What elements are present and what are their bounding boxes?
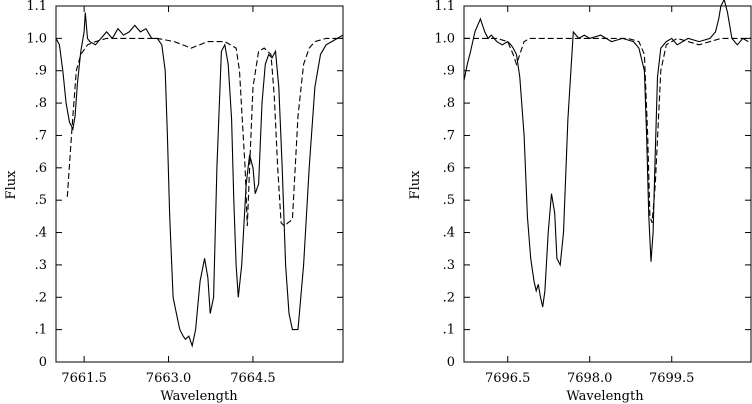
y-tick-label: .4 (443, 226, 455, 241)
y-axis-label-left: Flux (4, 170, 19, 200)
y-tick-label: 0 (39, 355, 47, 370)
y-tick-label: 0 (447, 355, 455, 370)
panel-right: Flux Wavelength 0 .1 .2 .3 .4 .5 .6 .7 .8 .9 1.0 1.… (408, 0, 752, 404)
y-tick-label: .1 (443, 323, 455, 338)
x-axis-label-right: Wavelength (566, 389, 644, 404)
y-tick-label: .6 (35, 161, 47, 176)
y-tick-label: .2 (35, 290, 47, 305)
y-tick-label: .7 (35, 128, 47, 143)
x-tick-label: 7698.0 (567, 371, 613, 386)
y-tick-label: .5 (35, 193, 47, 208)
y-tick-label: .4 (35, 226, 47, 241)
x-tick-label: 7663.0 (146, 371, 192, 386)
panel-left: Flux Wavelength 0 .1 .2 .3 .4 .5 .6 .7 .8 .9 1.0 1.… (4, 0, 344, 404)
y-tick-label: .6 (443, 161, 455, 176)
y-tick-label: .9 (443, 64, 455, 79)
y-tick-label: .7 (443, 128, 455, 143)
dashed-spectrum-line-left (66, 37, 343, 227)
y-tick-label: .9 (35, 64, 47, 79)
x-tick-label: 7696.5 (485, 371, 531, 386)
y-tick-label: 1.0 (26, 31, 47, 46)
y-tick-label: .3 (443, 258, 455, 273)
y-tick-label: .8 (35, 96, 47, 111)
x-axis-label-left: Wavelength (160, 389, 238, 404)
x-tick-label: 7661.5 (61, 371, 107, 386)
y-tick-label: .5 (443, 193, 455, 208)
y-tick-label: .3 (35, 258, 47, 273)
plot-frame-right (463, 5, 752, 363)
y-tick-label: .2 (443, 290, 455, 305)
y-tick-label: 1.1 (26, 0, 47, 14)
solid-spectrum-line-right (463, 0, 749, 308)
y-tick-label: .8 (443, 96, 455, 111)
plot-frame-left (55, 5, 344, 363)
solid-spectrum-line-left (55, 12, 344, 348)
y-tick-label: .1 (35, 323, 47, 338)
y-tick-label: 1.0 (434, 31, 455, 46)
y-tick-label: 1.1 (434, 0, 455, 14)
dashed-spectrum-line-right (464, 37, 751, 223)
x-tick-label: 7664.5 (230, 371, 276, 386)
x-tick-label: 7699.5 (649, 371, 695, 386)
y-axis-label-right: Flux (408, 170, 423, 200)
